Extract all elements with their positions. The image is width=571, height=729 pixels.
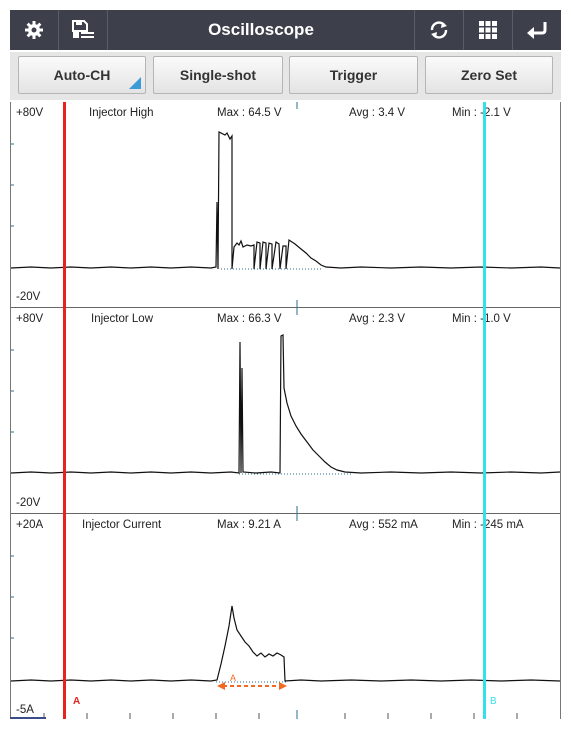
channel-avg: Avg : 552 mA xyxy=(349,519,418,531)
channel-max: Max : 64.5 V xyxy=(217,107,282,119)
channel-bottom-scale: -5A xyxy=(16,704,34,716)
waveform-injector-low xyxy=(10,308,561,513)
refresh-button[interactable] xyxy=(414,10,463,50)
time-ticks xyxy=(43,713,518,719)
trigger-label: Trigger xyxy=(329,67,378,83)
scale-ticks xyxy=(11,514,298,719)
save-list-icon xyxy=(72,20,94,38)
channel-top-scale: +80V xyxy=(16,107,44,119)
gear-icon xyxy=(25,21,43,39)
channel-name: Injector Low xyxy=(91,313,154,325)
signal-trace xyxy=(10,605,561,682)
save-button[interactable] xyxy=(59,10,108,50)
grid-icon xyxy=(479,21,497,39)
measure-label: A xyxy=(230,673,237,683)
channel-min: Min : -245 mA xyxy=(452,519,524,531)
channel-panel-injector-high: +80V Injector High Max : 64.5 V Avg : 3.… xyxy=(10,102,561,307)
channel-min: Min : -2.1 V xyxy=(452,107,511,119)
single-shot-button[interactable]: Single-shot xyxy=(153,56,283,94)
channel-max: Max : 9.21 A xyxy=(217,519,281,531)
grid-button[interactable] xyxy=(463,10,512,50)
scale-ticks xyxy=(11,102,298,307)
channel-panel-injector-low: +80V Injector Low Max : 66.3 V Avg : 2.3… xyxy=(10,308,561,513)
back-icon xyxy=(527,22,547,39)
waveform-injector-current xyxy=(10,514,561,719)
channel-top-scale: +20A xyxy=(16,519,44,531)
cursor-a-label: A xyxy=(73,696,81,707)
signal-trace xyxy=(10,131,561,270)
top-toolbar: Oscilloscope xyxy=(10,10,561,50)
oscilloscope-display[interactable]: +80V Injector High Max : 64.5 V Avg : 3.… xyxy=(10,102,561,719)
auto-ch-button[interactable]: Auto-CH xyxy=(18,56,146,94)
channel-max: Max : 66.3 V xyxy=(217,313,282,325)
channel-bottom-scale: -20V xyxy=(16,291,41,303)
refresh-icon xyxy=(430,21,448,39)
panel-separator xyxy=(11,513,560,514)
single-shot-label: Single-shot xyxy=(179,67,257,83)
channel-name: Injector Current xyxy=(82,519,162,531)
bottom-indicator xyxy=(10,717,46,719)
dropdown-corner-icon xyxy=(129,77,141,89)
cursor-b-line[interactable] xyxy=(483,102,486,719)
channel-avg: Avg : 2.3 V xyxy=(349,313,406,325)
settings-button[interactable] xyxy=(10,10,59,50)
channel-min: Min : -1.0 V xyxy=(452,313,511,325)
channel-name: Injector High xyxy=(89,107,154,119)
channel-bottom-scale: -20V xyxy=(16,497,41,509)
scale-ticks xyxy=(11,308,298,513)
trigger-button[interactable]: Trigger xyxy=(289,56,418,94)
control-button-row: Auto-CH Single-shot Trigger Zero Set xyxy=(10,52,561,100)
channel-avg: Avg : 3.4 V xyxy=(349,107,406,119)
page-title: Oscilloscope xyxy=(208,20,314,39)
waveform-injector-high xyxy=(10,102,561,307)
channel-panel-injector-current: +20A Injector Current Max : 9.21 A Avg :… xyxy=(10,514,561,719)
channel-top-scale: +80V xyxy=(16,313,44,325)
back-button[interactable] xyxy=(512,10,561,50)
zero-set-label: Zero Set xyxy=(460,67,517,83)
auto-ch-label: Auto-CH xyxy=(53,67,111,83)
cursor-a-line[interactable] xyxy=(63,102,66,719)
signal-trace xyxy=(10,334,561,474)
panel-separator xyxy=(11,307,560,308)
measure-arrow xyxy=(217,682,287,690)
zero-set-button[interactable]: Zero Set xyxy=(425,56,553,94)
cursor-b-label: B xyxy=(490,696,497,707)
